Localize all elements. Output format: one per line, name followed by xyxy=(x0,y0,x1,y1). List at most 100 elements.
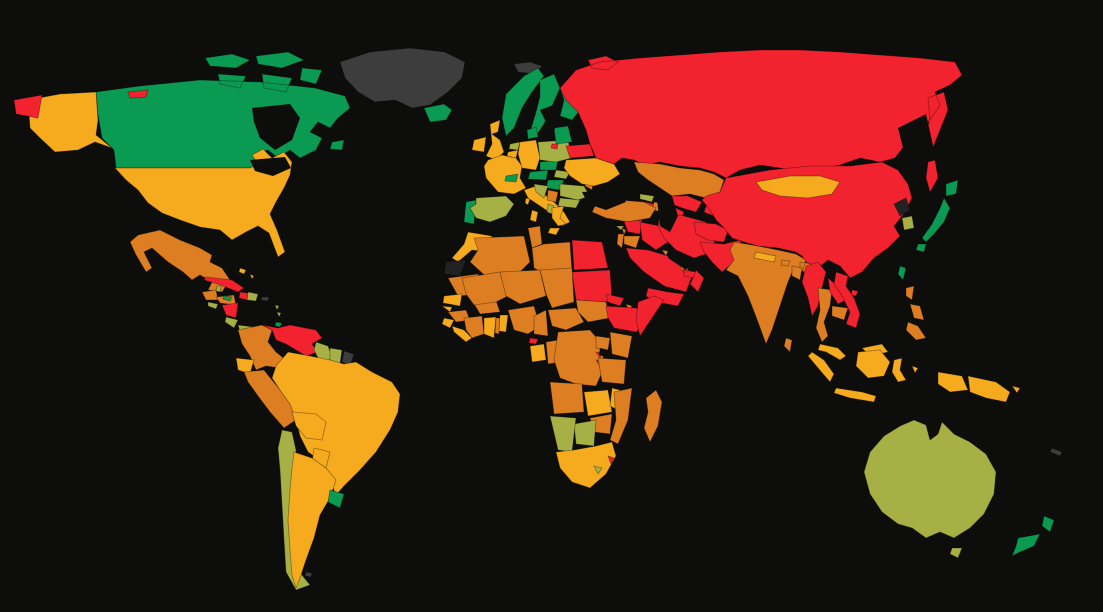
country-denmark xyxy=(526,126,539,140)
country-sierra-leone xyxy=(441,317,455,329)
country-oman xyxy=(689,269,705,293)
country-norway xyxy=(501,67,545,137)
country-somalia xyxy=(635,295,665,337)
country-bhutan xyxy=(780,259,791,267)
country-japan xyxy=(915,179,959,253)
country-dominican-republic xyxy=(246,291,259,302)
country-kenya xyxy=(609,331,633,359)
country-nepal xyxy=(753,251,777,263)
country-taiwan xyxy=(897,265,907,281)
sea-of-okhotsk xyxy=(898,114,934,168)
country-ivory-coast xyxy=(463,315,485,339)
country-dr-congo xyxy=(553,329,605,387)
country-mongolia xyxy=(755,175,841,199)
country-cambodia xyxy=(831,305,849,321)
country-poland xyxy=(537,139,573,163)
country-indonesia xyxy=(807,349,969,403)
country-romania xyxy=(559,183,591,201)
country-egypt xyxy=(571,239,609,271)
country-madagascar xyxy=(643,389,663,443)
country-jamaica xyxy=(222,295,233,302)
country-united-states xyxy=(27,91,293,258)
country-guatemala xyxy=(201,289,219,301)
country-sweden xyxy=(529,73,561,137)
country-mozambique xyxy=(609,387,633,445)
country-netherlands xyxy=(508,141,521,151)
red-sea xyxy=(610,250,648,292)
country-namibia xyxy=(549,415,577,453)
country-china xyxy=(701,161,913,297)
country-trinidad-and-tobago xyxy=(274,321,283,328)
persian-gulf xyxy=(668,252,690,270)
country-brazil xyxy=(271,351,401,496)
country-argentina xyxy=(287,451,337,589)
country-serbia xyxy=(546,189,559,203)
country-liberia xyxy=(451,325,473,343)
country-new-caledonia xyxy=(1049,447,1063,457)
country-myanmar xyxy=(801,261,827,317)
country-lesser-antilles xyxy=(274,304,282,318)
country-zambia xyxy=(583,389,613,417)
hudson-bay xyxy=(252,104,300,150)
great-lakes xyxy=(250,157,291,176)
country-ghana xyxy=(483,316,497,339)
country-equatorial-guinea xyxy=(528,337,539,345)
country-sri-lanka xyxy=(783,337,793,353)
country-bulgaria xyxy=(557,197,581,209)
country-austria xyxy=(527,169,549,181)
country-niger xyxy=(499,269,547,305)
country-slovakia xyxy=(553,169,571,180)
country-philippines xyxy=(905,285,927,341)
country-cyprus xyxy=(615,225,625,231)
country-uganda xyxy=(595,335,611,351)
country-bangladesh xyxy=(791,265,803,281)
country-bolivia xyxy=(291,411,327,441)
black-sea xyxy=(582,190,626,210)
country-costa-rica xyxy=(224,316,239,329)
country-togo xyxy=(494,317,501,335)
country-jordan xyxy=(623,235,641,249)
country-belize xyxy=(215,285,222,293)
country-north-korea xyxy=(893,197,911,217)
baltic-sea xyxy=(538,104,560,140)
country-uruguay xyxy=(327,489,345,509)
country-benin xyxy=(498,314,509,333)
country-bahamas xyxy=(238,267,255,280)
country-tunisia xyxy=(527,225,543,249)
country-gabon xyxy=(529,343,547,363)
country-iceland xyxy=(423,103,453,123)
country-belarus xyxy=(565,143,595,159)
country-senegal xyxy=(442,293,463,307)
country-angola xyxy=(549,381,585,415)
country-syria xyxy=(623,219,643,235)
country-south-korea xyxy=(901,215,915,231)
country-thailand xyxy=(815,287,833,343)
country-nicaragua xyxy=(221,302,239,319)
country-falkland-islands xyxy=(304,571,313,578)
country-germany xyxy=(517,139,541,171)
country-baltic-states xyxy=(553,125,573,145)
country-western-sahara xyxy=(443,259,467,277)
country-cameroon xyxy=(533,309,549,337)
country-afghanistan xyxy=(693,221,729,243)
country-spain xyxy=(469,195,515,223)
country-eritrea xyxy=(605,293,625,307)
country-cuba xyxy=(203,276,245,293)
country-lebanon xyxy=(621,227,627,236)
country-israel xyxy=(616,233,625,249)
country-south-africa xyxy=(555,441,617,489)
country-sudan xyxy=(571,269,613,303)
country-haiti xyxy=(238,291,249,301)
caspian-sea xyxy=(656,192,678,232)
country-lesotho xyxy=(593,465,603,475)
country-south-sudan xyxy=(575,299,611,323)
country-canada xyxy=(95,51,351,169)
country-central-african-republic xyxy=(547,307,585,331)
country-australia xyxy=(863,419,997,559)
country-chad xyxy=(539,267,575,309)
country-belgium xyxy=(506,149,519,159)
country-guinea-bissau xyxy=(441,305,453,313)
country-botswana xyxy=(573,419,597,447)
